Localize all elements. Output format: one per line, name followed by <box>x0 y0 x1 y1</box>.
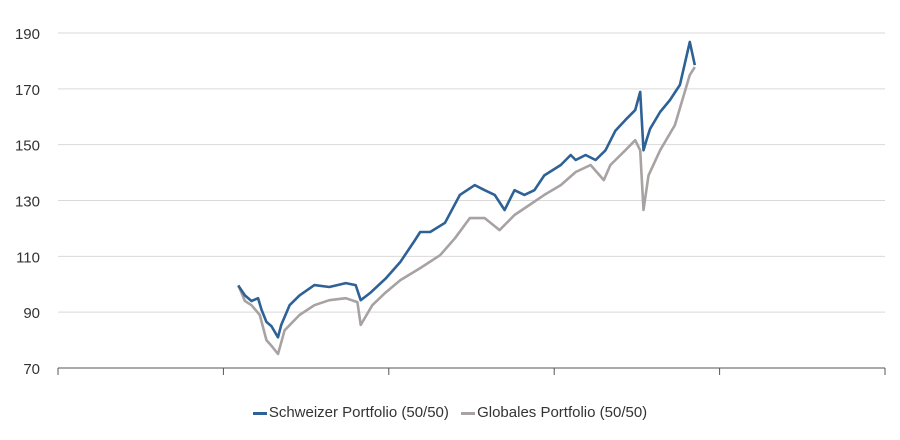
series-line-schweizer <box>237 40 697 339</box>
series-line-globales <box>237 66 696 356</box>
y-tick-label: 150 <box>15 138 40 155</box>
y-tick-label: 70 <box>23 361 40 378</box>
legend-label-schweizer: Schweizer Portfolio (50/50) <box>268 404 449 421</box>
legend-swatch-globales <box>461 411 476 415</box>
legend-item-schweizer: Schweizer Portfolio (50/50) <box>252 404 449 421</box>
y-tick-label: 170 <box>15 82 40 99</box>
legend-label-globales: Globales Portfolio (50/50) <box>477 404 648 421</box>
y-tick-label: 110 <box>16 249 40 266</box>
line-chart: 70 90 110 130 150 170 190 <box>15 26 886 378</box>
legend-swatch-schweizer <box>252 411 267 415</box>
y-tick-label: 130 <box>15 194 40 211</box>
y-tick-label: 190 <box>15 26 40 43</box>
y-tick-label: 90 <box>23 305 40 322</box>
legend-item-globales: Globales Portfolio (50/50) <box>461 404 647 421</box>
legend: Schweizer Portfolio (50/50) Globales Por… <box>0 404 900 421</box>
